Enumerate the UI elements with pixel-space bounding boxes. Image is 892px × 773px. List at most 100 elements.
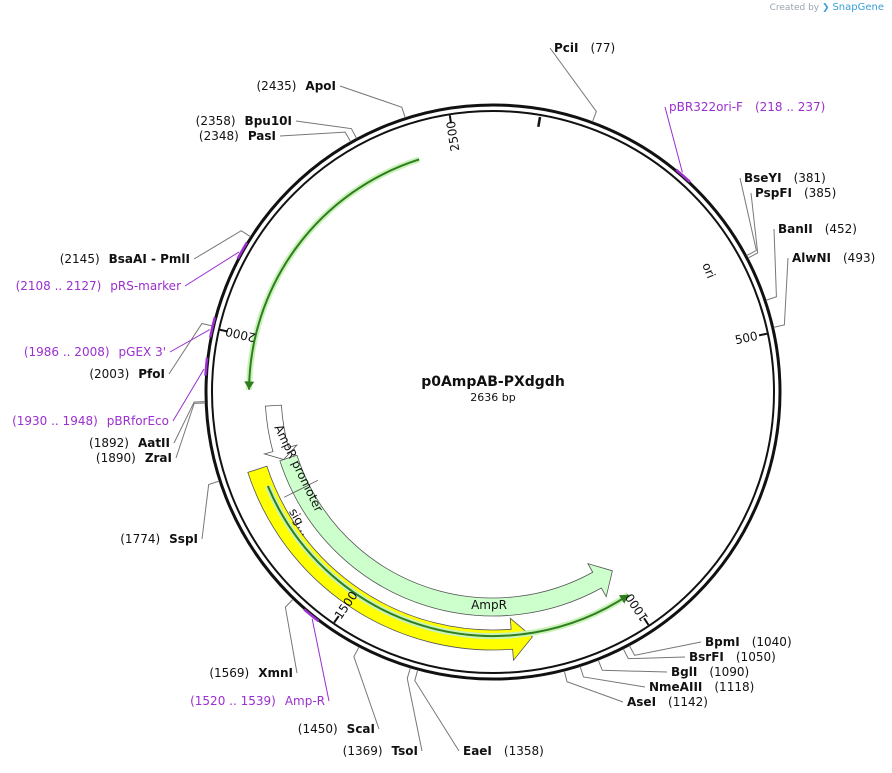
- site-leader-line: [168, 322, 213, 375]
- site-zrai[interactable]: (1890) ZraI: [96, 402, 206, 465]
- site-pmli[interactable]: (2145) BsaAI - PmlI: [60, 230, 251, 266]
- site-position: (1450): [298, 722, 338, 736]
- site-alwni[interactable]: AlwNI (493): [773, 251, 876, 328]
- plasmid-length: 2636 bp: [470, 391, 515, 404]
- site-leader-line: [173, 401, 206, 444]
- primer-label: (1986 .. 2008) pGEX 3': [24, 345, 166, 359]
- site-scai[interactable]: (1450) ScaI: [298, 646, 380, 736]
- primer-prs-marker[interactable]: (2108 .. 2127) pRS-marker: [16, 241, 248, 293]
- primer-leader-line: [172, 368, 205, 422]
- site-leader-line: [193, 230, 251, 260]
- site-name: PspFI: [755, 186, 792, 200]
- site-label: (2348) PasI: [199, 129, 276, 143]
- site-position: (1774): [120, 532, 160, 546]
- credit-brand: SnapGene: [832, 2, 884, 13]
- site-bseyi[interactable]: BseYI (381): [739, 171, 826, 257]
- primer-amp-r[interactable]: (1520 .. 1539) Amp-R: [190, 608, 330, 708]
- site-pspfi[interactable]: PspFI (385): [747, 186, 836, 259]
- site-aatii[interactable]: (1892) AatII: [89, 401, 206, 450]
- site-leader-line: [549, 47, 597, 122]
- site-name: PasI: [248, 129, 276, 143]
- site-asei[interactable]: AseI (1142): [563, 670, 708, 709]
- site-leader-line: [739, 177, 757, 257]
- site-pasi[interactable]: (2348) PasI: [199, 129, 352, 143]
- feature-shape: [247, 465, 533, 662]
- site-label: BsrFI (1050): [689, 650, 776, 664]
- primer-pbr322ori-f[interactable]: pBR322ori-F (218 .. 237): [664, 100, 825, 183]
- feature-ori[interactable]: [247, 465, 533, 662]
- site-name: ZraI: [145, 451, 172, 465]
- site-label: BglI (1090): [671, 665, 749, 679]
- site-position: (1118): [714, 680, 754, 694]
- site-leader-line: [339, 85, 406, 118]
- site-leader-line: [597, 659, 668, 673]
- site-position: (2348): [199, 129, 239, 143]
- primer-pbrforeco[interactable]: (1930 .. 1948) pBRforEco: [12, 357, 209, 428]
- primer-label: (1520 .. 1539) Amp-R: [190, 694, 325, 708]
- feature-sig[interactable]: [279, 454, 319, 498]
- site-label: (1369) TsoI: [343, 744, 418, 758]
- feature-label-ori: ori: [699, 261, 718, 281]
- primer-label: (1930 .. 1948) pBRforEco: [12, 414, 169, 428]
- orf-2: [265, 484, 631, 639]
- site-label: AseI (1142): [627, 695, 708, 709]
- feature-ampr-promoter[interactable]: [262, 404, 299, 461]
- site-eaei[interactable]: EaeI (1358): [414, 669, 544, 758]
- feature-shape: [279, 454, 319, 498]
- site-tsoi[interactable]: (1369) TsoI: [343, 667, 423, 758]
- primer-range: (218 .. 237): [755, 100, 825, 114]
- primer-mark: [675, 168, 691, 183]
- site-sspi[interactable]: (1774) SspI: [120, 480, 220, 546]
- site-position: (2003): [89, 367, 129, 381]
- site-position: (1090): [709, 665, 749, 679]
- site-leader-line: [747, 192, 759, 259]
- site-banii[interactable]: BanII (452): [765, 222, 857, 301]
- site-name: ScaI: [347, 722, 375, 736]
- site-position: (493): [843, 251, 875, 265]
- site-label: PciI (77): [554, 41, 615, 55]
- site-leader-line: [201, 480, 220, 540]
- site-name: XmnI: [258, 666, 293, 680]
- site-label: (1450) ScaI: [298, 722, 375, 736]
- site-name: PfoI: [138, 367, 165, 381]
- primer-leader-line: [664, 106, 683, 173]
- site-label: BanII (452): [778, 222, 857, 236]
- site-position: (381): [794, 171, 826, 185]
- restriction-sites-layer: PciI (77) BseYI (381)PspFI (385) BanII (452) Al…: [60, 41, 876, 758]
- site-label: (2435) ApoI: [257, 79, 337, 93]
- site-label: BpmI (1040): [705, 635, 792, 649]
- primer-range: (1520 .. 1539): [190, 694, 276, 708]
- orf-1: [244, 156, 421, 390]
- site-pcii[interactable]: PciI (77): [549, 41, 615, 122]
- site-xmni[interactable]: (1569) XmnI: [209, 598, 298, 680]
- site-position: (1040): [752, 635, 792, 649]
- site-position: (1369): [343, 744, 383, 758]
- site-label: (2145) BsaAI - PmlI: [60, 252, 190, 266]
- site-nmeaiii[interactable]: NmeAIII (1118): [579, 666, 754, 695]
- site-apoi[interactable]: (2435) ApoI: [257, 79, 406, 118]
- site-name: Bpu10I: [245, 114, 292, 128]
- site-name: SspI: [169, 532, 198, 546]
- primer-mark: [204, 357, 209, 376]
- site-label: PspFI (385): [755, 186, 836, 200]
- site-position: (1050): [736, 650, 776, 664]
- primer-pgex-3[interactable]: (1986 .. 2008) pGEX 3': [24, 317, 217, 359]
- site-label: (1890) ZraI: [96, 451, 172, 465]
- primer-label: (2108 .. 2127) pRS-marker: [16, 279, 181, 293]
- site-name: ApoI: [305, 79, 336, 93]
- site-leader-line: [622, 648, 686, 660]
- snapgene-credit: Created by ❯ SnapGene: [770, 2, 884, 13]
- site-position: (2358): [196, 114, 236, 128]
- site-pfoi[interactable]: (2003) PfoI: [89, 322, 213, 381]
- credit-prefix: Created by: [769, 3, 820, 13]
- site-leader-line: [628, 641, 702, 656]
- tick-label-1000: 1000: [623, 591, 652, 624]
- site-label: (1569) XmnI: [209, 666, 293, 680]
- site-bpu10i[interactable]: (2358) Bpu10I: [196, 114, 358, 139]
- site-name: TsoI: [392, 744, 418, 758]
- site-bsrfi[interactable]: BsrFI (1050): [622, 648, 776, 664]
- site-leader-line: [353, 646, 380, 730]
- primer-name: Amp-R: [285, 694, 325, 708]
- site-bpmi[interactable]: BpmI (1040): [628, 635, 792, 656]
- site-bgli[interactable]: BglI (1090): [597, 659, 749, 679]
